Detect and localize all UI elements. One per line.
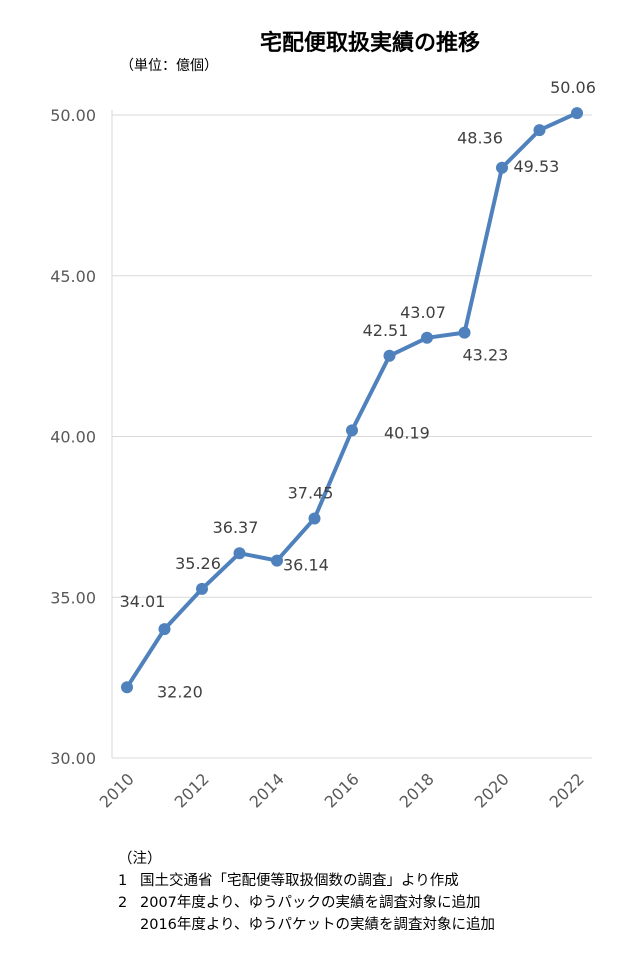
data-point bbox=[421, 331, 433, 344]
data-labels: 32.20 34.01 35.26 36.37 36.14 37.45 40.19 42.51… bbox=[120, 78, 596, 701]
data-point bbox=[233, 547, 246, 560]
x-tick-label: 2010 bbox=[96, 769, 138, 811]
series bbox=[125, 111, 579, 690]
data-point bbox=[571, 107, 583, 120]
chart-title: 宅配便取扱実績の推移 bbox=[260, 30, 480, 56]
data-point bbox=[158, 623, 171, 636]
notes-header-text: （注） bbox=[118, 851, 162, 867]
data-label: 36.14 bbox=[283, 556, 329, 575]
data-label: 43.23 bbox=[463, 346, 509, 365]
data-label: 37.45 bbox=[288, 483, 334, 502]
note-item-2-continuation: 2016年度より、ゆうパケットの実績を調査対象に追加 bbox=[118, 914, 495, 936]
line-chart: 宅配便取扱実績の推移 （単位：億個） 30.00 35.00 40.00 45.00 5… bbox=[50, 30, 596, 812]
note-text: 2016年度より、ゆうパケットの実績を調査対象に追加 bbox=[140, 917, 496, 933]
data-label: 49.53 bbox=[514, 157, 560, 176]
data-point bbox=[496, 161, 508, 174]
data-label: 42.51 bbox=[363, 321, 409, 340]
x-tick-label: 2016 bbox=[321, 769, 363, 811]
data-label: 32.20 bbox=[157, 682, 203, 701]
data-label: 43.07 bbox=[400, 303, 446, 322]
unit-label: （単位：億個） bbox=[120, 58, 218, 74]
series-line bbox=[125, 111, 579, 690]
x-tick-label: 2018 bbox=[396, 769, 438, 811]
x-tick-label: 2014 bbox=[246, 769, 288, 811]
x-axis-ticks: 2010 2012 2014 2016 2018 2020 2022 bbox=[96, 769, 588, 811]
data-label: 36.37 bbox=[213, 518, 259, 537]
note-item-1: 1 国土交通省「宅配便等取扱個数の調査」より作成 bbox=[118, 870, 495, 892]
note-text: 国土交通省「宅配便等取扱個数の調査」より作成 bbox=[140, 873, 459, 889]
note-text: 2007年度より、ゆうパックの実績を調査対象に追加 bbox=[140, 895, 481, 911]
data-label: 48.36 bbox=[457, 129, 503, 148]
x-tick-label: 2012 bbox=[171, 769, 213, 811]
data-point bbox=[121, 681, 133, 694]
data-label: 40.19 bbox=[384, 423, 430, 442]
data-point bbox=[346, 424, 358, 437]
y-tick-label: 40.00 bbox=[50, 428, 96, 447]
data-point bbox=[383, 349, 396, 362]
y-tick-label: 50.00 bbox=[50, 106, 96, 125]
note-item-2: 2 2007年度より、ゆうパックの実績を調査対象に追加 bbox=[118, 892, 495, 914]
note-number: 1 bbox=[118, 873, 128, 889]
data-label: 35.26 bbox=[175, 554, 221, 573]
notes-header: （注） bbox=[118, 848, 495, 870]
y-axis-ticks: 30.00 35.00 40.00 45.00 50.00 bbox=[50, 106, 96, 768]
note-number: 2 bbox=[118, 895, 128, 911]
data-label: 34.01 bbox=[120, 592, 166, 611]
x-tick-label: 2020 bbox=[471, 769, 513, 811]
data-point bbox=[196, 582, 208, 595]
x-tick-label: 2022 bbox=[546, 769, 588, 811]
data-point bbox=[458, 326, 471, 339]
y-tick-label: 35.00 bbox=[50, 588, 96, 607]
data-label: 50.06 bbox=[550, 78, 596, 97]
data-point bbox=[271, 554, 283, 567]
data-point bbox=[308, 512, 321, 525]
data-point bbox=[533, 124, 546, 137]
data-points bbox=[121, 107, 583, 694]
y-tick-label: 30.00 bbox=[50, 749, 96, 768]
notes: （注） 1 国土交通省「宅配便等取扱個数の調査」より作成 2 2007年度より、… bbox=[118, 848, 495, 936]
y-tick-label: 45.00 bbox=[50, 267, 96, 286]
